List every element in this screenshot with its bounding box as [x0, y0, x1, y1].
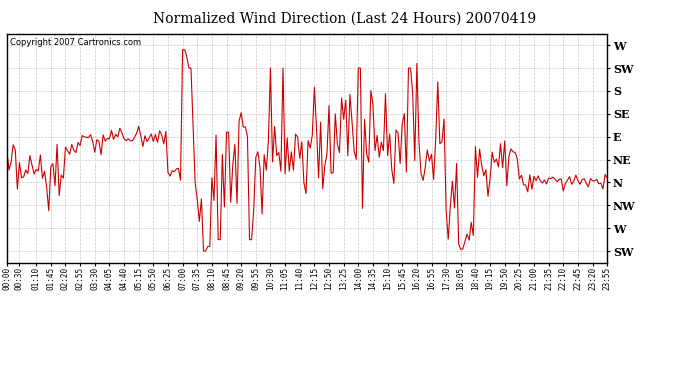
- Text: Copyright 2007 Cartronics.com: Copyright 2007 Cartronics.com: [10, 38, 141, 47]
- Text: Normalized Wind Direction (Last 24 Hours) 20070419: Normalized Wind Direction (Last 24 Hours…: [153, 11, 537, 25]
